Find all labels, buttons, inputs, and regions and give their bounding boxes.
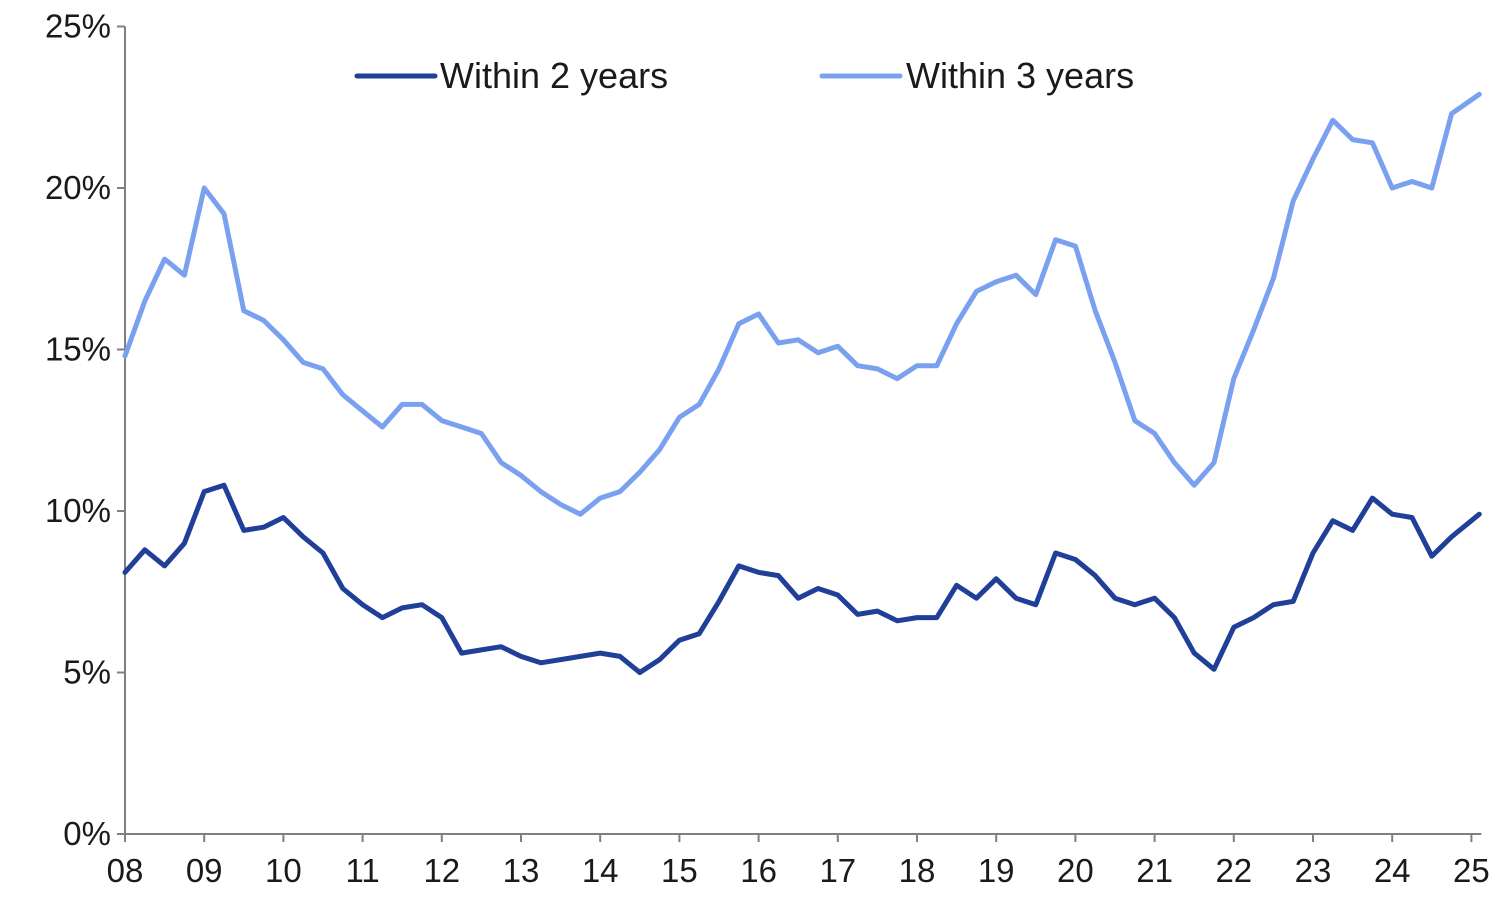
x-tick-label: 20 <box>1057 852 1094 889</box>
x-tick-label: 14 <box>582 852 619 889</box>
y-tick-label: 25% <box>45 8 111 45</box>
legend-label-1: Within 2 years <box>440 55 668 96</box>
x-axis: 08 09 10 11 12 13 14 15 16 17 18 19 20 21 22 23 24 25 <box>107 833 1490 889</box>
x-tick-label: 17 <box>819 852 856 889</box>
x-tick-label: 12 <box>423 852 460 889</box>
x-tick-label: 13 <box>503 852 540 889</box>
x-tick-label: 09 <box>186 852 223 889</box>
x-tick-label: 18 <box>899 852 936 889</box>
y-tick-label: 0% <box>63 815 111 852</box>
x-tick-label: 23 <box>1295 852 1332 889</box>
series-line-2 <box>122 91 1482 517</box>
x-tick-label: 22 <box>1215 852 1252 889</box>
series-line-1 <box>122 482 1482 675</box>
series-layer <box>122 91 1482 675</box>
x-tick-label: 19 <box>978 852 1015 889</box>
legend-label-2: Within 3 years <box>906 55 1134 96</box>
y-tick-label: 15% <box>45 331 111 368</box>
x-tick-label: 08 <box>107 852 144 889</box>
y-tick-label: 5% <box>63 654 111 691</box>
x-tick-label: 10 <box>265 852 302 889</box>
x-tick-label: 16 <box>740 852 777 889</box>
y-axis: 0% 5% 10% 15% 20% 25% <box>45 8 126 852</box>
x-tick-label: 11 <box>345 852 379 889</box>
y-tick-label: 20% <box>45 169 111 206</box>
x-tick-label: 21 <box>1136 852 1173 889</box>
x-tick-label: 25 <box>1453 852 1490 889</box>
x-tick-label: 24 <box>1374 852 1411 889</box>
x-tick-label: 15 <box>661 852 698 889</box>
y-tick-label: 10% <box>45 492 111 529</box>
legend: Within 2 years Within 3 years <box>354 55 1134 96</box>
